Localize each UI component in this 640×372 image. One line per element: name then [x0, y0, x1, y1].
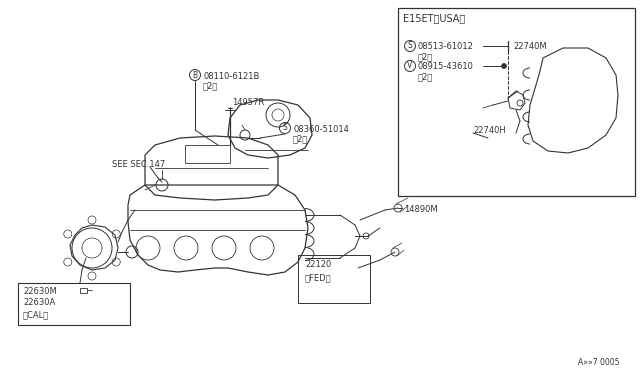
Bar — [298, 255, 370, 303]
Circle shape — [502, 64, 506, 68]
Text: B: B — [193, 71, 198, 80]
Text: 08915-43610: 08915-43610 — [418, 62, 474, 71]
Text: 22740H: 22740H — [473, 126, 506, 135]
Text: 22120: 22120 — [305, 260, 332, 269]
Text: 14957R: 14957R — [232, 98, 264, 107]
Text: 14890M: 14890M — [404, 205, 438, 214]
Text: （2）: （2） — [418, 72, 433, 81]
Text: 08513-61012: 08513-61012 — [418, 42, 474, 51]
Bar — [398, 8, 635, 196]
Text: V: V — [408, 61, 413, 71]
Text: 22740M: 22740M — [513, 42, 547, 51]
Text: （2）: （2） — [203, 81, 218, 90]
Text: A»»7 0005: A»»7 0005 — [579, 358, 620, 367]
Text: 08360-51014: 08360-51014 — [293, 125, 349, 134]
Text: S: S — [283, 124, 287, 132]
Text: E15ET〈USA〉: E15ET〈USA〉 — [403, 13, 465, 23]
Text: （2）: （2） — [418, 52, 433, 61]
Text: ＜CAL＞: ＜CAL＞ — [23, 310, 49, 319]
Text: 22630M: 22630M — [23, 287, 57, 296]
Text: SEE SEC.147: SEE SEC.147 — [112, 160, 165, 169]
Bar — [18, 283, 130, 325]
Text: 08110-6121B: 08110-6121B — [203, 72, 259, 81]
Text: （2）: （2） — [293, 134, 308, 143]
Bar — [185, 145, 230, 163]
Text: 22630A: 22630A — [23, 298, 55, 307]
Text: ＜FED＞: ＜FED＞ — [305, 273, 332, 282]
Text: S: S — [408, 42, 412, 51]
Bar — [80, 288, 87, 293]
